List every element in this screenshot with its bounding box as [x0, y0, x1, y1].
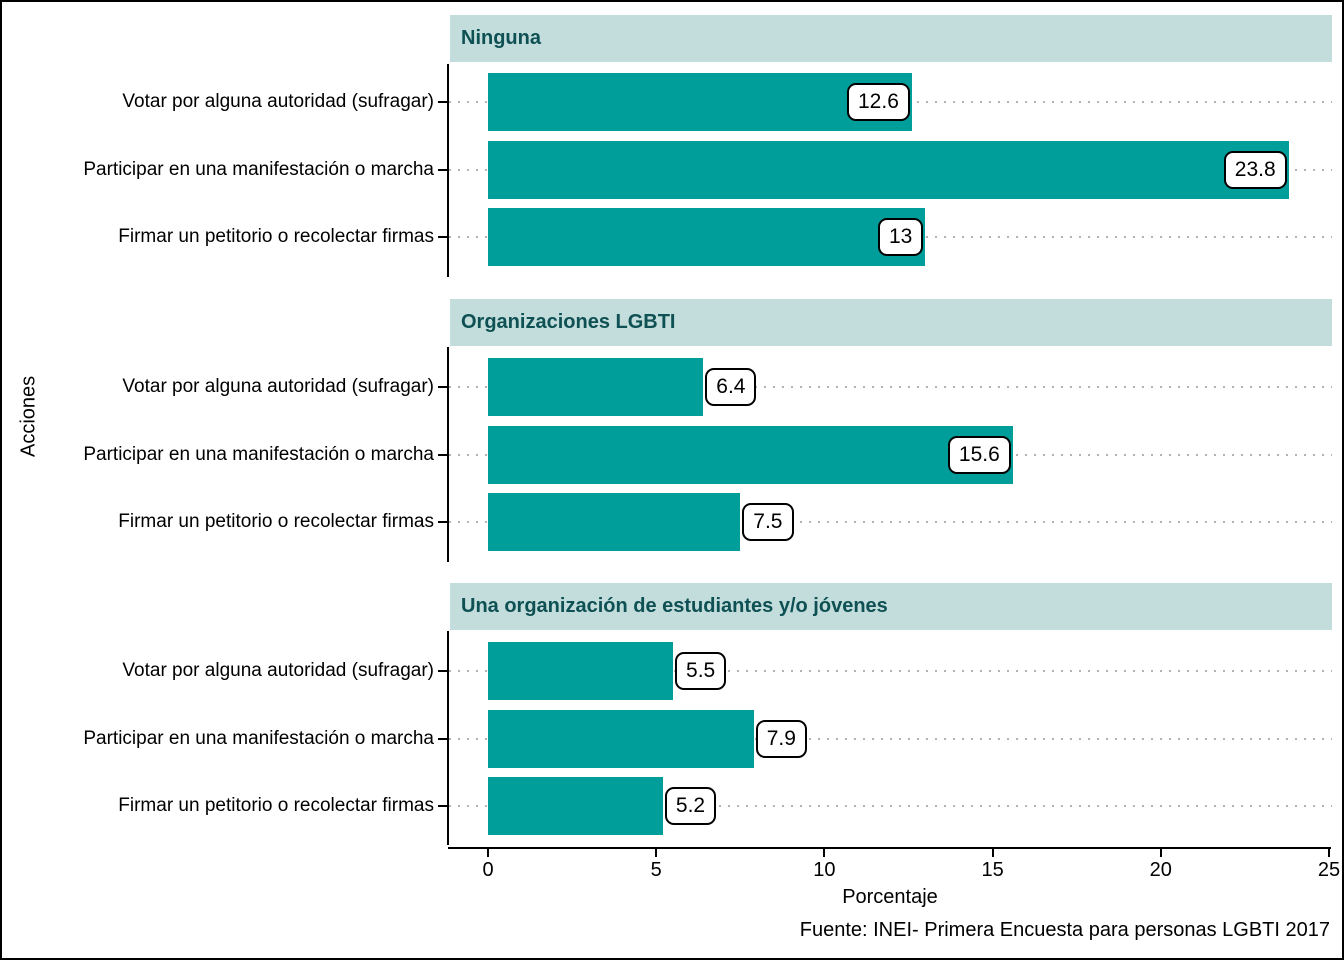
- category-label: Firmar un petitorio o recolectar firmas: [118, 226, 434, 248]
- source-caption: Fuente: INEI- Primera Encuesta para pers…: [799, 919, 1330, 941]
- category-label: Votar por alguna autoridad (sufragar): [122, 660, 434, 681]
- x-tick-label: 5: [650, 859, 662, 881]
- y-tick: [438, 737, 447, 740]
- value-label: 6.4: [705, 368, 757, 406]
- y-axis-line: [447, 631, 449, 845]
- bar: [488, 425, 1013, 484]
- bar: [488, 140, 1289, 199]
- gridline: [449, 670, 1332, 672]
- gridline: [449, 737, 1332, 740]
- bar: [488, 642, 674, 700]
- facet-strip-title: Ninguna: [450, 15, 1332, 62]
- facet-strip-title: Organizaciones LGBTI: [450, 299, 1332, 346]
- x-tick: [655, 849, 658, 857]
- category-label: Votar por alguna autoridad (sufragar): [122, 91, 434, 112]
- bar: [488, 777, 663, 836]
- y-tick: [438, 453, 447, 456]
- value-label: 5.2: [664, 787, 717, 826]
- x-tick: [991, 849, 994, 857]
- y-axis-line: [447, 64, 449, 277]
- x-tick-label: 20: [1149, 859, 1172, 881]
- category-label: Participar en una manifestación o marcha: [83, 158, 434, 180]
- x-axis-title: Porcentaje: [842, 886, 938, 908]
- y-tick: [438, 236, 447, 239]
- gridline: [449, 386, 1332, 388]
- category-label: Firmar un petitorio o recolectar firmas: [118, 511, 434, 533]
- gridline: [449, 805, 1332, 808]
- gridline: [449, 521, 1332, 524]
- category-label: Participar en una manifestación o marcha: [83, 727, 434, 749]
- value-label: 12.6: [847, 83, 910, 121]
- x-tick-label: 10: [813, 859, 836, 881]
- bar: [488, 493, 741, 552]
- x-tick-label: 15: [981, 859, 1004, 881]
- y-tick: [438, 670, 447, 672]
- facet-strip-title: Una organización de estudiantes y/o jóve…: [450, 583, 1332, 630]
- value-label: 15.6: [947, 435, 1011, 474]
- y-tick: [438, 168, 447, 171]
- value-label: 7.5: [742, 503, 794, 542]
- category-label: Participar en una manifestación o marcha: [83, 443, 434, 465]
- bar: [488, 358, 704, 416]
- x-tick: [487, 849, 489, 857]
- value-label: 7.9: [755, 719, 807, 758]
- y-tick: [438, 386, 447, 388]
- x-tick-label: 0: [482, 859, 494, 881]
- y-axis-line: [447, 347, 449, 562]
- y-tick: [438, 805, 447, 808]
- value-label: 13: [877, 218, 924, 257]
- y-tick: [438, 101, 447, 103]
- x-tick: [1159, 849, 1162, 857]
- bar: [488, 709, 754, 768]
- value-label: 23.8: [1223, 150, 1287, 189]
- x-tick-label: 25: [1317, 859, 1341, 881]
- x-axis-line: [448, 847, 1331, 849]
- y-tick: [438, 521, 447, 524]
- category-label: Firmar un petitorio o recolectar firmas: [118, 795, 434, 817]
- bar: [488, 73, 912, 131]
- value-label: 5.5: [675, 652, 727, 690]
- category-label: Votar por alguna autoridad (sufragar): [122, 376, 434, 397]
- x-tick: [823, 849, 826, 857]
- bar: [488, 208, 926, 267]
- x-tick: [1328, 849, 1330, 857]
